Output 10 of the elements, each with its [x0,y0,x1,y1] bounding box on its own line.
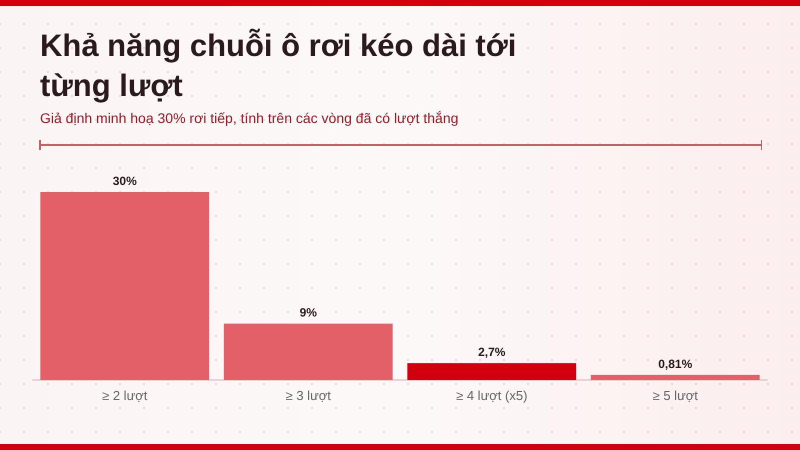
x-tick-label: ≥ 4 lượt (x5) [456,388,528,403]
x-tick-label: ≥ 3 lượt [286,388,332,403]
data-label: 30% [112,174,138,188]
x-tick-label: ≥ 2 lượt [102,388,148,403]
chart-title: Khả năng chuỗi ô rơi kéo dài tới từng lượt [40,27,518,105]
data-label: 0,81% [658,356,693,371]
x-tick-label: ≥ 5 lượt [652,388,698,403]
data-label: 2,7% [478,345,506,360]
data-label: 9% [300,306,318,320]
chart-subtitle: Giả định minh hoạ 30% rơi tiếp, tính trên các vòng đã có lượt thắng [40,110,458,126]
